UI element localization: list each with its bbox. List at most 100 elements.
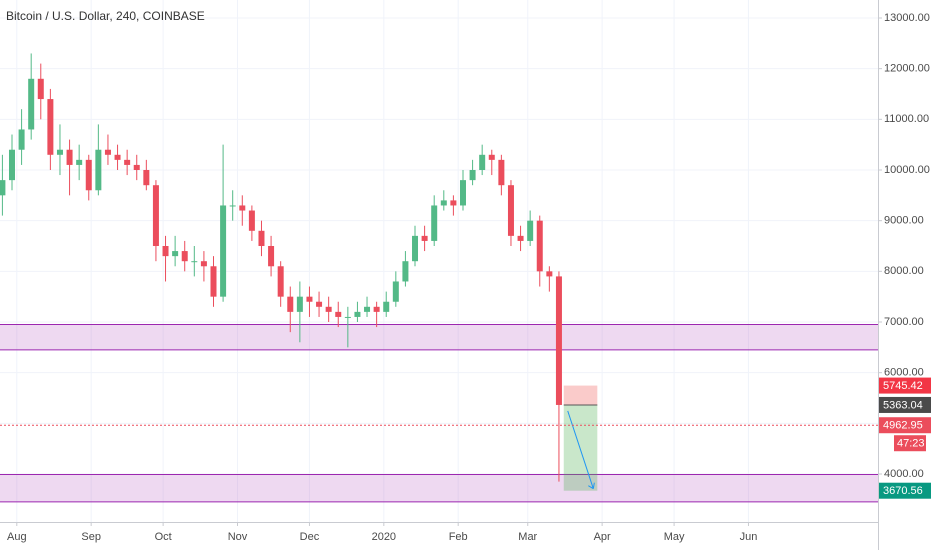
candle-body [344, 316, 351, 318]
y-tick-label: 10000.00 [884, 164, 930, 176]
candle-body [459, 180, 466, 206]
countdown-tag [894, 435, 926, 452]
x-tick-label: Jun [740, 531, 758, 543]
candle-body [383, 301, 390, 312]
plot [0, 53, 878, 503]
y-tick-label: 7000.00 [884, 316, 924, 328]
candle-body [18, 129, 25, 150]
candle-body [488, 154, 495, 160]
candle-body [133, 164, 140, 170]
price-tag [879, 396, 931, 413]
candle-body [412, 235, 419, 262]
y-tick-label: 6000.00 [884, 367, 924, 379]
candle-body [28, 78, 35, 130]
candle-body [450, 200, 457, 206]
candle-body [162, 246, 169, 257]
x-tick-label: Feb [449, 531, 468, 543]
x-tick-label: May [664, 531, 685, 543]
candle-body [104, 149, 111, 155]
candle-body [56, 149, 63, 155]
price-tag-label: 3670.56 [883, 485, 923, 497]
candle-body [210, 266, 217, 297]
chart-title: Bitcoin / U.S. Dollar, 240, COINBASE [6, 9, 205, 23]
x-tick-label: Dec [300, 531, 320, 543]
candle-body [536, 220, 543, 272]
candle-body [47, 99, 54, 155]
candle-body [191, 261, 198, 263]
candle-body [469, 169, 476, 181]
candle-body [507, 185, 514, 236]
candle-body [95, 149, 102, 191]
candle-body [421, 235, 428, 241]
candle-body [325, 306, 332, 312]
candle-body [277, 266, 284, 297]
candle-body [85, 159, 92, 191]
x-tick-label: Oct [155, 531, 172, 543]
y-tick-label: 4000.00 [884, 468, 924, 480]
price-tag-label: 4962.95 [883, 420, 923, 432]
target-area [563, 404, 598, 491]
candle-body [268, 246, 275, 267]
candle-body [200, 261, 207, 267]
candle-body [498, 159, 505, 186]
candle-body [555, 276, 562, 405]
candle-body [335, 311, 342, 317]
candle-body [316, 301, 323, 307]
candle-body [527, 220, 534, 241]
candle-body [517, 235, 524, 241]
candle-body [143, 169, 150, 186]
candle-body [66, 149, 73, 165]
candle-body [76, 159, 83, 165]
stop-area [563, 385, 598, 405]
candle-body [229, 205, 236, 207]
candle-body [114, 154, 121, 160]
candle-body [287, 296, 294, 312]
candle-body [364, 306, 371, 312]
candle-body [248, 210, 255, 231]
y-tick-label: 9000.00 [884, 215, 924, 227]
candle-body [181, 251, 188, 262]
x-tick-label: Apr [594, 531, 611, 543]
price-tag-label: 5745.42 [883, 380, 923, 392]
candle-body [296, 296, 303, 312]
price-tag [879, 377, 931, 394]
grid [0, 0, 878, 522]
countdown: 47:23 [897, 438, 925, 450]
x-tick-label: Mar [518, 531, 537, 543]
candle-body [306, 296, 313, 302]
x-tick-label: Aug [7, 531, 27, 543]
candle-body [239, 205, 246, 211]
axes: 4000.005000.006000.007000.008000.009000.… [7, 12, 931, 543]
candle-body [440, 200, 447, 206]
candle-body [431, 205, 438, 241]
support-zone [0, 324, 878, 350]
y-tick-label: 12000.00 [884, 63, 930, 75]
y-tick-label: 8000.00 [884, 265, 924, 277]
price-tag-label: 5363.04 [883, 399, 923, 411]
y-tick-label: 11000.00 [884, 113, 929, 125]
candle-body [354, 311, 361, 317]
candle-body [392, 281, 399, 302]
x-tick-label: 2020 [372, 531, 396, 543]
price-tag [879, 482, 931, 499]
y-tick-label: 13000.00 [884, 12, 930, 24]
trend-arrow [567, 410, 595, 490]
support-zone [0, 474, 878, 502]
candle-body [546, 271, 553, 277]
x-tick-label: Nov [228, 531, 248, 543]
candle-body [172, 251, 179, 257]
candle-body [124, 159, 131, 165]
candle-body [479, 154, 486, 170]
candle-body [220, 205, 227, 297]
candle-body [152, 185, 159, 247]
candle-body [258, 230, 265, 247]
price-tag [879, 417, 931, 434]
x-tick-label: Sep [81, 531, 101, 543]
candle-body [373, 306, 380, 312]
candle-body [402, 261, 409, 282]
candle-body [37, 78, 44, 100]
candle-body [0, 180, 6, 196]
candle-body [8, 149, 15, 181]
